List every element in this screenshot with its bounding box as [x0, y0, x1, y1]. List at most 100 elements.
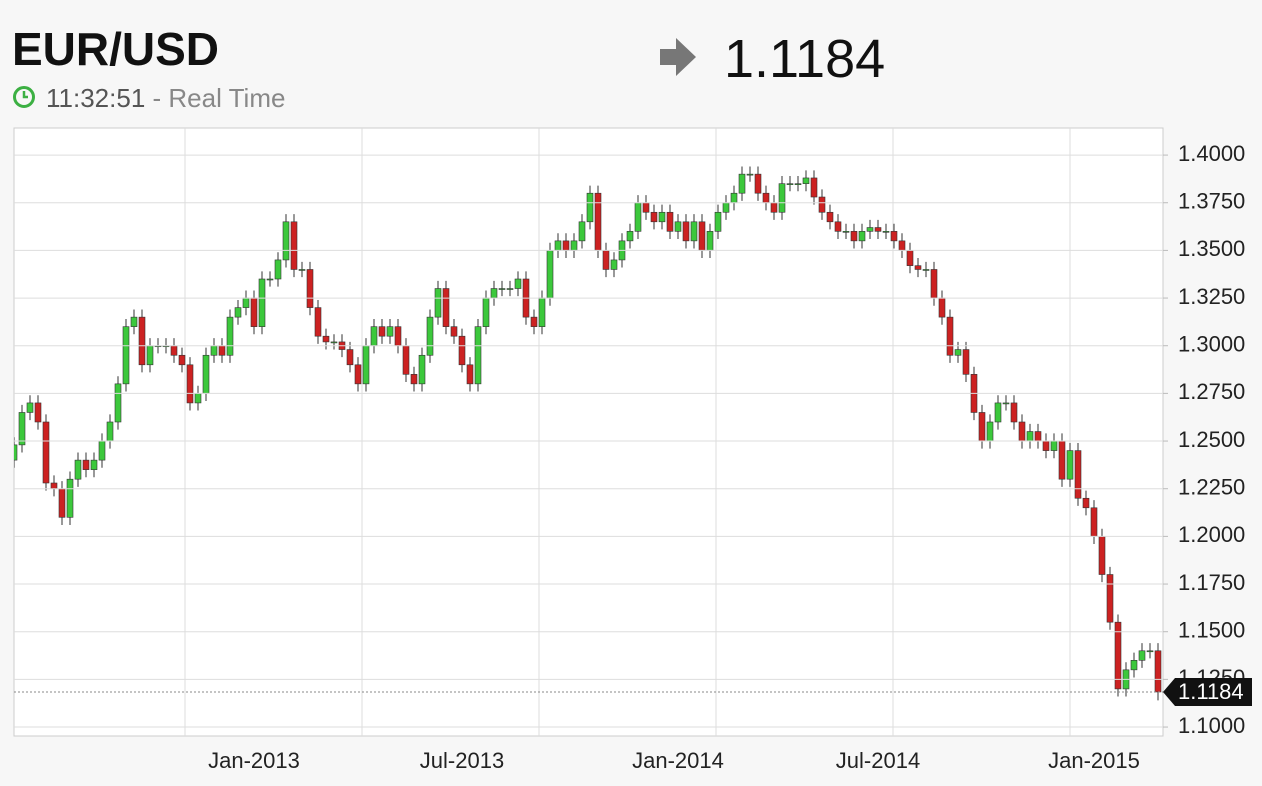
- candle-body: [90, 459, 98, 470]
- candle-body: [802, 177, 810, 184]
- candle-body: [906, 250, 914, 266]
- candle-body: [714, 211, 722, 232]
- candle-body: [378, 326, 386, 337]
- candle-body: [226, 316, 234, 356]
- candle-body: [1058, 440, 1066, 480]
- y-tick-label: 1.1500: [1178, 618, 1245, 643]
- candle-body: [1034, 431, 1042, 442]
- y-tick-label: 1.3750: [1178, 189, 1245, 214]
- candle-body: [626, 231, 634, 242]
- y-tick-label: 1.1750: [1178, 570, 1245, 595]
- candle-body: [634, 202, 642, 232]
- candle-body: [346, 349, 354, 366]
- candle-body: [194, 393, 202, 404]
- candle-body: [554, 240, 562, 251]
- candle-body: [962, 349, 970, 375]
- candle-body: [402, 345, 410, 375]
- candle-body: [202, 354, 210, 394]
- candle-body: [170, 345, 178, 356]
- candle-body: [594, 192, 602, 251]
- candle-body: [922, 269, 930, 271]
- candle-body: [138, 316, 146, 366]
- candle-body: [274, 259, 282, 280]
- x-tick-label: Jul-2013: [420, 748, 504, 773]
- candle-body: [578, 221, 586, 242]
- candle-body: [282, 221, 290, 261]
- candle-body: [418, 354, 426, 385]
- candle-body: [442, 288, 450, 327]
- candle-body: [778, 183, 786, 213]
- candle-body: [682, 221, 690, 242]
- candle-body: [498, 288, 506, 290]
- status: - Real Time: [152, 83, 286, 113]
- candle-body: [538, 297, 546, 327]
- candle-body: [866, 227, 874, 232]
- candle-body: [690, 221, 698, 242]
- price: 1.1184: [724, 29, 886, 89]
- candle-body: [946, 316, 954, 356]
- candle-body: [458, 335, 466, 366]
- candle-body: [114, 383, 122, 423]
- candle-body: [482, 297, 490, 327]
- candle-body: [1130, 660, 1138, 671]
- candle-body: [770, 202, 778, 213]
- candle-body: [674, 221, 682, 232]
- candle-body: [602, 250, 610, 270]
- candle-body: [898, 240, 906, 251]
- candle-body: [18, 412, 26, 446]
- candle-body: [178, 354, 186, 366]
- candle-body: [14, 444, 18, 461]
- candle-body: [874, 227, 882, 232]
- candle-body: [330, 341, 338, 344]
- price-tag-label: 1.1184: [1178, 679, 1244, 704]
- candle-body: [258, 278, 266, 327]
- candle-body: [914, 265, 922, 270]
- candle-body: [186, 364, 194, 404]
- candle-body: [1106, 574, 1114, 623]
- candle-body: [250, 297, 258, 327]
- candle-body: [882, 231, 890, 233]
- candle-body: [1010, 402, 1018, 423]
- candle-body: [122, 326, 130, 385]
- candle-body: [210, 345, 218, 356]
- candle-body: [474, 326, 482, 385]
- candle-body: [290, 221, 298, 270]
- candle-body: [1074, 450, 1082, 499]
- y-tick-label: 1.3500: [1178, 236, 1245, 261]
- candle-body: [722, 202, 730, 213]
- candle-body: [842, 231, 850, 233]
- candle-body: [370, 326, 378, 347]
- candle-body: [426, 316, 434, 356]
- candle-body: [610, 259, 618, 270]
- candle-body: [242, 297, 250, 308]
- candle-body: [354, 364, 362, 385]
- candle-body: [466, 364, 474, 385]
- candle-body: [994, 402, 1002, 423]
- arrow-icon: [660, 38, 696, 76]
- candle-body: [74, 459, 82, 480]
- candle-body: [298, 269, 306, 271]
- candle-body: [1042, 440, 1050, 451]
- candle-body: [146, 345, 154, 366]
- candle-body: [746, 173, 754, 176]
- candle-body: [1090, 507, 1098, 537]
- candle-body: [1026, 431, 1034, 442]
- candle-body: [98, 440, 106, 461]
- candle-body: [218, 345, 226, 356]
- candle-body: [106, 421, 114, 442]
- candle-body: [834, 221, 842, 232]
- candle-body: [642, 202, 650, 213]
- candle-body: [434, 288, 442, 318]
- candle-body: [1146, 650, 1154, 653]
- candle-body: [810, 177, 818, 198]
- y-tick-label: 1.4000: [1178, 141, 1245, 166]
- candle-body: [570, 240, 578, 251]
- candle-body: [890, 231, 898, 242]
- candle-body: [58, 488, 66, 518]
- candle-body: [26, 402, 34, 413]
- x-tick-label: Jul-2014: [836, 748, 920, 773]
- candle-body: [546, 250, 554, 299]
- y-tick-label: 1.3000: [1178, 332, 1245, 357]
